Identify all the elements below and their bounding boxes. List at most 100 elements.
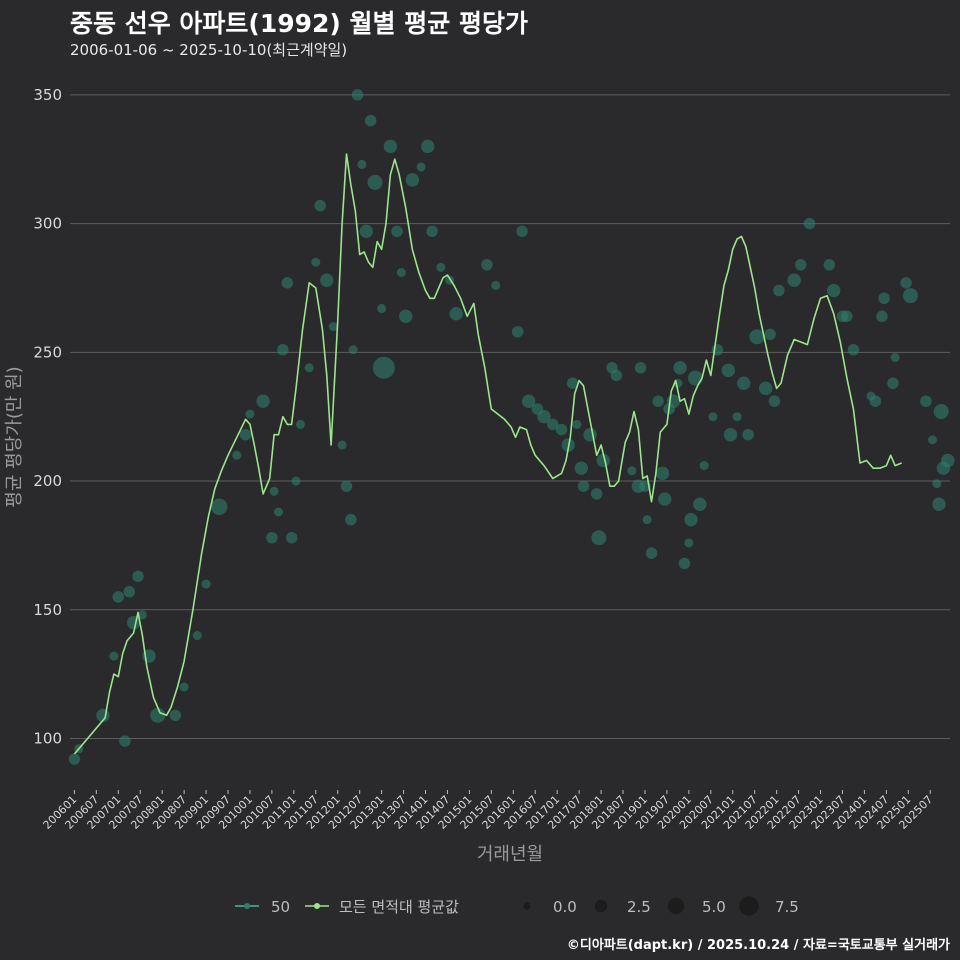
data-point xyxy=(491,280,501,290)
data-point xyxy=(291,476,301,486)
chart-title: 중동 선우 아파트(1992) 월별 평균 평당가 xyxy=(70,9,528,38)
data-point xyxy=(768,395,781,407)
data-point xyxy=(890,352,900,362)
data-point xyxy=(314,199,326,212)
data-point xyxy=(449,307,463,321)
data-point xyxy=(749,329,765,345)
data-point xyxy=(841,310,853,323)
data-point xyxy=(566,377,579,389)
data-point xyxy=(823,259,836,271)
data-point xyxy=(900,277,912,289)
footer-credit: ©디아파트(dapt.kr) / 2025.10.24 / 자료=국토교통부 실… xyxy=(566,938,950,953)
data-point xyxy=(773,284,785,297)
legend-avg-label: 모든 면적대 평균값 xyxy=(339,898,459,916)
average-line xyxy=(73,153,902,755)
data-point xyxy=(732,412,742,422)
size-legend-circle xyxy=(667,897,685,915)
data-point xyxy=(68,753,81,765)
data-point xyxy=(684,538,694,548)
data-point xyxy=(436,262,446,272)
data-point xyxy=(721,363,736,378)
y-tick-label: 150 xyxy=(33,601,62,619)
data-point xyxy=(273,507,283,517)
data-point xyxy=(878,292,890,305)
data-point xyxy=(847,344,860,356)
average-line-group xyxy=(73,153,902,755)
data-point xyxy=(758,381,773,396)
data-point xyxy=(399,309,413,323)
data-point xyxy=(932,479,942,489)
data-point xyxy=(277,344,289,356)
data-point xyxy=(941,453,955,468)
y-axis-label: 평균 평당가(만 원) xyxy=(4,366,25,507)
y-tick-label: 100 xyxy=(33,730,62,748)
data-point xyxy=(481,259,493,271)
data-point xyxy=(112,591,125,603)
data-point xyxy=(320,273,334,287)
data-point xyxy=(645,547,658,559)
data-point xyxy=(256,394,270,408)
data-point xyxy=(555,423,568,436)
data-point xyxy=(123,586,135,598)
data-point xyxy=(742,428,754,441)
data-point xyxy=(577,480,590,492)
data-point xyxy=(232,450,242,460)
data-point xyxy=(684,512,698,527)
data-point xyxy=(351,89,364,101)
data-point xyxy=(932,497,946,511)
data-point xyxy=(826,283,841,298)
data-point xyxy=(377,304,387,314)
data-point xyxy=(590,488,603,500)
data-point xyxy=(652,395,664,407)
data-point xyxy=(348,345,358,355)
grid-lines xyxy=(70,94,950,740)
data-point xyxy=(591,530,607,546)
data-point xyxy=(426,225,438,238)
data-point xyxy=(285,531,298,544)
y-axis: 100 150 200 250 300 350 xyxy=(33,86,62,748)
data-point xyxy=(269,486,279,496)
data-point xyxy=(583,428,597,442)
size-legend-circle xyxy=(594,899,608,913)
data-point xyxy=(642,515,652,525)
data-point xyxy=(869,395,882,407)
data-point xyxy=(655,466,670,481)
data-point xyxy=(708,412,718,422)
scatter-points xyxy=(68,89,955,765)
size-legend-label: 2.5 xyxy=(627,898,651,916)
size-legend-label: 7.5 xyxy=(775,898,799,916)
y-tick-label: 300 xyxy=(33,215,62,233)
data-point xyxy=(876,310,888,323)
data-point xyxy=(687,370,703,386)
data-point xyxy=(795,259,807,271)
data-point xyxy=(596,453,610,468)
data-point xyxy=(405,173,420,187)
data-point xyxy=(927,435,937,445)
data-point xyxy=(367,174,383,190)
data-point xyxy=(516,225,528,238)
data-point xyxy=(150,707,166,723)
size-legend-circle xyxy=(523,902,531,910)
legend-avg-dot xyxy=(314,903,320,909)
data-point xyxy=(693,497,707,511)
data-point xyxy=(421,139,435,154)
data-point xyxy=(610,369,623,382)
legend: 50 모든 면적대 평균값 0.0 2.5 5.0 7.5 xyxy=(235,896,799,916)
data-point xyxy=(137,610,147,620)
data-point xyxy=(416,162,426,172)
data-point xyxy=(803,217,816,230)
y-tick-label: 350 xyxy=(33,86,62,104)
data-point xyxy=(572,419,582,429)
data-point xyxy=(337,440,347,450)
legend-series-dot xyxy=(244,903,250,909)
data-point xyxy=(383,139,398,154)
data-point xyxy=(699,461,709,471)
data-point xyxy=(547,418,559,431)
data-point xyxy=(345,513,357,526)
size-legend-label: 0.0 xyxy=(553,898,577,916)
data-point xyxy=(192,631,202,641)
data-point xyxy=(304,363,314,373)
data-point xyxy=(902,288,918,304)
size-legend: 0.0 2.5 5.0 7.5 xyxy=(523,896,799,916)
data-point xyxy=(239,428,252,441)
